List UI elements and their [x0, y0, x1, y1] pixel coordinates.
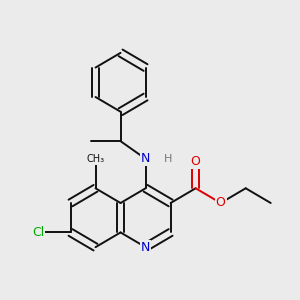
- Text: O: O: [191, 155, 201, 168]
- Text: O: O: [216, 196, 226, 209]
- Text: CH₃: CH₃: [86, 154, 105, 164]
- Text: N: N: [141, 241, 150, 254]
- Text: Cl: Cl: [32, 226, 44, 239]
- Text: N: N: [141, 152, 150, 165]
- Text: H: H: [164, 154, 172, 164]
